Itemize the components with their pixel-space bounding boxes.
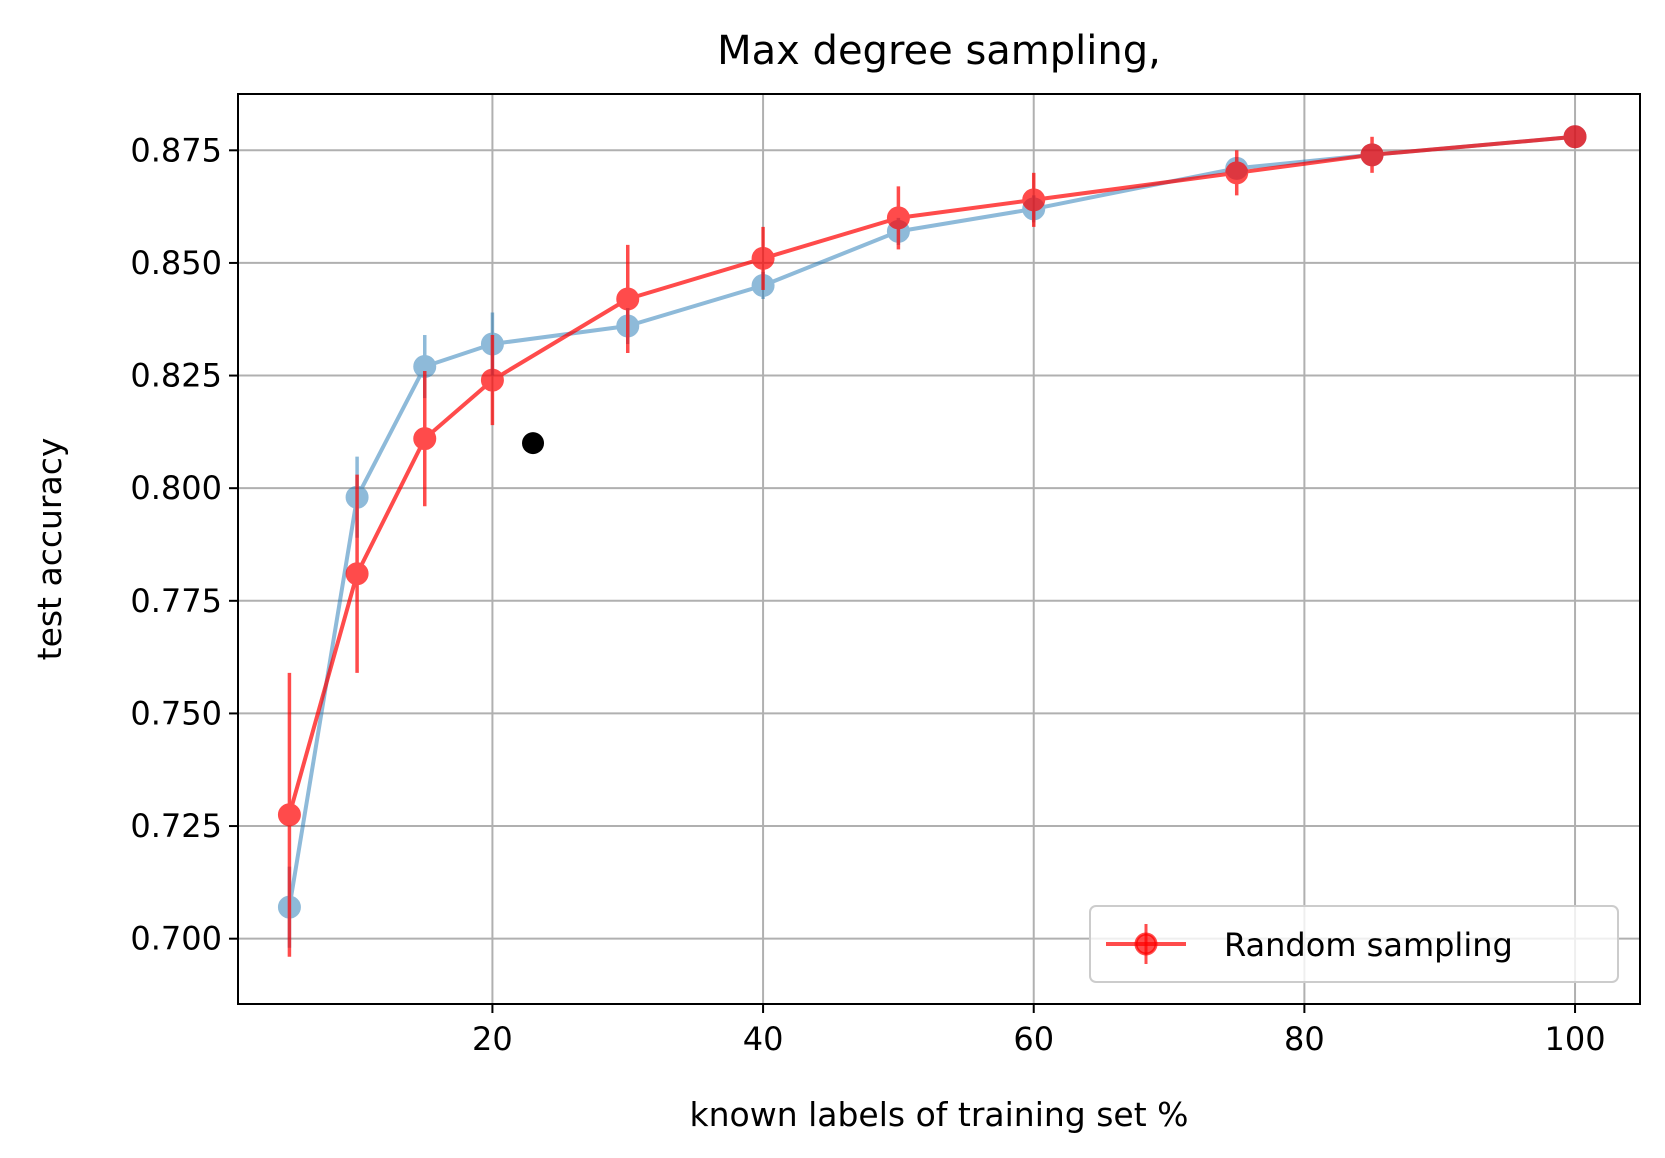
data-point (886, 206, 910, 230)
chart-title: Max degree sampling, (717, 28, 1161, 74)
legend-box (1089, 905, 1619, 983)
extra-points (522, 432, 545, 455)
y-tick-label: 0.750 (130, 694, 222, 732)
data-point (616, 287, 640, 311)
plot-frame (237, 93, 1641, 1005)
legend: Random sampling (1089, 905, 1619, 983)
x-axis-label: known labels of training set % (689, 1095, 1188, 1134)
y-tick-label: 0.875 (130, 131, 222, 169)
ticks: 20 40 60 80 100 0.700 0.725 0.750 0.775 0.800 0.82… (130, 131, 1605, 1058)
data-point (1360, 143, 1384, 167)
x-tick-label: 40 (743, 1020, 784, 1058)
y-axis-label: test accuracy (30, 438, 69, 661)
series-1 (277, 125, 1587, 957)
legend-marker (1134, 932, 1158, 956)
data-point (277, 803, 301, 827)
series-layer (277, 125, 1587, 957)
legend-label: Random sampling (1224, 926, 1513, 964)
x-tick-label: 20 (472, 1020, 513, 1058)
x-tick-label: 100 (1545, 1020, 1606, 1058)
data-point (413, 427, 437, 451)
y-tick-label: 0.700 (130, 920, 222, 958)
data-point (1225, 161, 1249, 185)
y-tick-label: 0.850 (130, 244, 222, 282)
data-point (751, 246, 775, 270)
y-tick-label: 0.725 (130, 807, 222, 845)
y-tick-label: 0.775 (130, 582, 222, 620)
y-tick-label: 0.825 (130, 357, 222, 395)
data-point (480, 368, 504, 392)
y-tick-label: 0.800 (130, 469, 222, 507)
data-point (1022, 188, 1046, 212)
black-point (522, 432, 545, 455)
data-point (345, 562, 369, 586)
x-tick-label: 80 (1284, 1020, 1325, 1058)
x-tick-label: 60 (1013, 1020, 1054, 1058)
data-point (1563, 125, 1587, 149)
